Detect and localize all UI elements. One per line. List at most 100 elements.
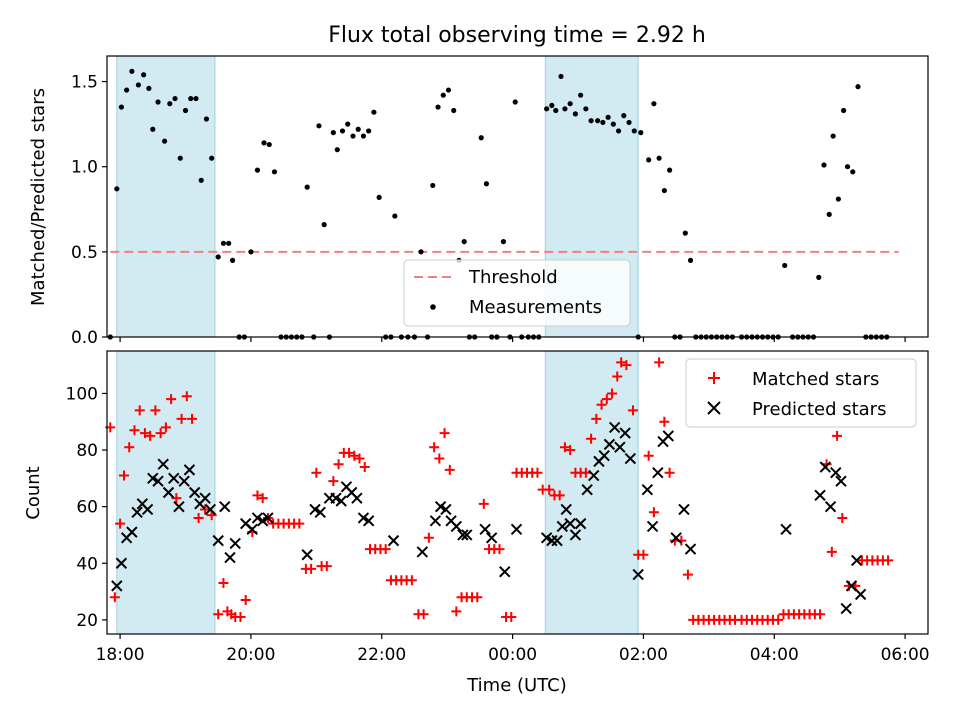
predicted-star-marker — [608, 421, 621, 434]
matched-star-marker — [134, 405, 145, 416]
predicted-star-marker — [219, 500, 231, 513]
matched-star-marker — [559, 442, 570, 453]
matched-star-marker — [478, 498, 489, 509]
measurement-point — [544, 106, 550, 112]
matched-star-marker — [294, 518, 305, 529]
matched-star-marker — [621, 360, 632, 371]
matched-star-marker — [171, 493, 182, 504]
measurement-point — [478, 135, 484, 141]
matched-star-marker — [145, 430, 156, 441]
measurement-point — [172, 95, 178, 102]
legend-threshold-label: Threshold — [468, 267, 558, 288]
predicted-star-marker — [624, 452, 637, 465]
predicted-star-marker — [588, 469, 600, 482]
measurement-point — [330, 130, 336, 136]
matched-star-marker — [119, 470, 130, 481]
matched-star-marker — [311, 467, 322, 478]
measurement-point — [146, 85, 152, 91]
predicted-star-marker — [450, 520, 463, 533]
matched-star-marker — [124, 442, 135, 453]
matched-star-marker — [664, 467, 675, 478]
measurement-point — [118, 104, 124, 110]
measurement-point — [135, 82, 142, 88]
predicted-stars-points — [111, 421, 867, 615]
predicted-star-marker — [457, 529, 469, 541]
measurement-point — [567, 101, 573, 107]
predicted-star-marker — [560, 503, 572, 516]
matched-stars-points — [105, 357, 894, 625]
predicted-star-marker — [546, 534, 558, 547]
predicted-star-marker — [499, 566, 511, 578]
matched-star-marker — [596, 399, 607, 410]
matched-star-marker — [591, 413, 602, 424]
matched-star-marker — [773, 614, 784, 625]
measurement-point — [595, 118, 601, 124]
predicted-star-marker — [246, 523, 258, 535]
measurement-point — [114, 186, 120, 192]
measurement-point — [600, 119, 606, 126]
predicted-star-marker — [819, 461, 832, 473]
predicted-star-marker — [814, 489, 826, 502]
measurement-point — [500, 239, 507, 245]
count-y-axis-label: Count — [23, 466, 44, 519]
measurement-point — [651, 101, 657, 107]
predicted-star-marker — [619, 427, 631, 439]
predicted-star-marker — [387, 534, 400, 547]
matched-star-marker — [328, 476, 339, 487]
predicted-star-marker — [614, 441, 626, 453]
measurement-point — [366, 128, 372, 134]
measurement-point — [553, 107, 559, 114]
measurement-point — [339, 128, 346, 134]
matched-star-marker — [554, 490, 565, 501]
count-panel: 20 40 60 80 100 18:00 20:00 22:00 00:00 02:00 04:0… — [23, 350, 930, 696]
predicted-star-marker — [131, 506, 143, 519]
predicted-star-marker — [840, 602, 852, 615]
matched-star-marker — [176, 413, 187, 424]
count-legend: Matched stars Predicted stars — [685, 358, 917, 428]
predicted-star-marker — [301, 549, 313, 561]
predicted-star-marker — [262, 512, 274, 524]
matched-star-marker — [472, 592, 483, 603]
measurement-point — [360, 133, 367, 139]
ratio-axes: 0.0 0.5 1.0 1.5 — [71, 55, 929, 348]
measurement-point — [345, 121, 351, 127]
measurement-point — [177, 155, 183, 161]
predicted-star-marker — [362, 515, 375, 527]
matched-star-marker — [429, 442, 440, 453]
measurement-point — [605, 114, 611, 120]
matched-star-marker — [682, 569, 693, 580]
ratio-panel: 0.0 0.5 1.0 1.5 Matched/Predicted stars Thr… — [28, 55, 929, 348]
predicted-star-marker — [199, 492, 211, 504]
matched-star-marker — [240, 595, 251, 606]
predicted-star-marker — [183, 464, 196, 476]
measurement-point — [578, 92, 584, 98]
matched-star-marker — [607, 388, 618, 399]
measurement-point — [661, 187, 667, 194]
matched-star-marker — [349, 450, 360, 461]
matched-star-marker — [648, 507, 659, 518]
legend-matched-swatch — [708, 372, 720, 384]
ratio-y-axis-label: Matched/Predicted stars — [28, 88, 49, 306]
matched-star-marker — [344, 447, 355, 458]
measurement-point — [621, 113, 627, 119]
measurement-point — [261, 140, 267, 146]
predicted-star-marker — [141, 503, 154, 516]
measurement-point — [334, 147, 340, 153]
matched-star-marker — [235, 612, 246, 623]
predicted-star-marker — [641, 483, 654, 496]
matched-star-marker — [434, 453, 445, 464]
predicted-star-marker — [845, 580, 858, 592]
count-legend-box — [685, 358, 917, 428]
matched-star-marker — [616, 357, 627, 368]
predicted-star-marker — [678, 503, 690, 516]
measurement-point — [440, 92, 446, 98]
measurement-point — [646, 157, 652, 163]
measurement-point — [583, 106, 589, 112]
measurement-point — [588, 118, 594, 124]
matched-star-marker — [451, 606, 462, 617]
matched-star-marker — [252, 490, 263, 501]
measurement-point — [304, 184, 310, 190]
predicted-star-marker — [314, 506, 326, 519]
predicted-star-marker — [684, 543, 697, 555]
observing-window — [116, 350, 216, 635]
